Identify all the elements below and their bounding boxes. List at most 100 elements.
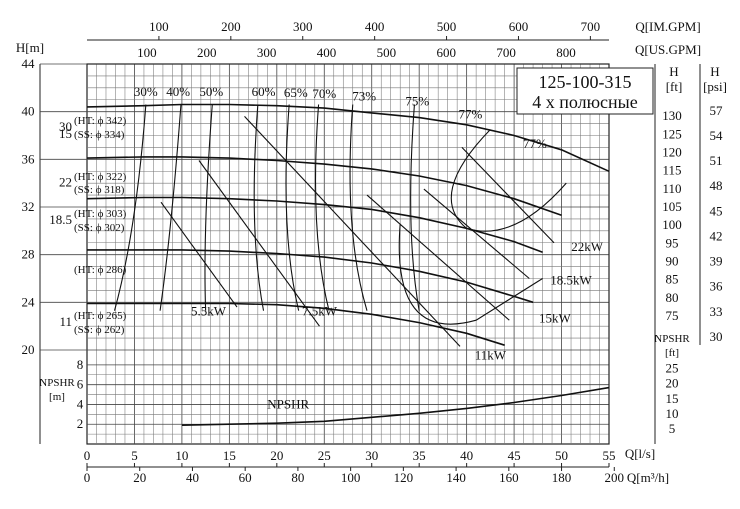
efficiency-loop-75 — [398, 223, 543, 325]
y-tick-ft: 120 — [662, 144, 682, 159]
y-axis-label-head: H[m] — [16, 40, 44, 55]
efficiency-label: 77% — [523, 136, 547, 151]
power-label: 22kW — [571, 239, 604, 254]
impeller-power-label: 22 — [59, 175, 72, 190]
efficiency-loop-77 — [450, 129, 567, 232]
efficiency-line — [113, 104, 147, 311]
x-tick-m3h: 20 — [133, 470, 146, 485]
chart-title: 125-100-315 — [539, 72, 632, 92]
y-tick-head: 32 — [22, 199, 35, 214]
x-tick-ls: 25 — [318, 448, 331, 463]
y-tick-npshr: 8 — [77, 357, 84, 372]
y-tick-ft: 110 — [662, 181, 681, 196]
x-tick-imgpm: 400 — [365, 19, 385, 34]
x-tick-usgpm: 100 — [137, 45, 157, 60]
x-tick-m3h: 0 — [84, 470, 91, 485]
x-tick-imgpm: 200 — [221, 19, 241, 34]
x-tick-imgpm: 100 — [149, 19, 169, 34]
power-line — [423, 188, 530, 279]
y-tick-ft: 130 — [662, 108, 682, 123]
x-axis-label-imgpm: Q[IM.GPM] — [635, 19, 700, 34]
y-tick-ft: 100 — [662, 217, 682, 232]
y-axis-unit-ft: [ft] — [666, 79, 683, 94]
efficiency-label: 40% — [166, 84, 190, 99]
head-curve-30 — [86, 103, 610, 173]
y-tick-head: 20 — [22, 342, 35, 357]
plot-frame — [86, 63, 610, 445]
x-tick-imgpm: 300 — [293, 19, 313, 34]
x-axis-label-usgpm: Q[US.GPM] — [635, 42, 701, 57]
y-tick-ft: 90 — [666, 253, 679, 268]
y-tick-psi: 36 — [710, 279, 724, 294]
x-tick-usgpm: 500 — [377, 45, 397, 60]
efficiency-label: 65% — [284, 85, 308, 100]
x-tick-ls: 55 — [603, 448, 616, 463]
y-tick-ft: 105 — [662, 199, 682, 214]
x-tick-ls: 30 — [365, 448, 378, 463]
labels-layer: H[m]20242832364044NPSHR[m]2468H[ft]H[psi… — [16, 19, 727, 485]
efficiency-line — [410, 104, 420, 311]
x-axis-label-m3h: Q[m³/h] — [627, 470, 669, 485]
y-tick-npshr: 6 — [77, 377, 84, 392]
x-tick-m3h: 100 — [341, 470, 361, 485]
npshr-label: NPSHR — [267, 396, 309, 411]
y-tick-npshr-ft: 5 — [669, 421, 676, 436]
y-tick-psi: 57 — [710, 103, 724, 118]
impeller-power-label: 11 — [59, 314, 72, 329]
efficiency-label: 77% — [459, 106, 483, 121]
impeller-ss-label: (SS: ϕ 262) — [74, 324, 125, 336]
y-tick-ft: 95 — [666, 235, 679, 250]
x-tick-m3h: 180 — [552, 470, 572, 485]
x-tick-m3h: 200 — [605, 470, 625, 485]
x-tick-usgpm: 300 — [257, 45, 277, 60]
chart-subtitle: 4 х полюсные — [532, 92, 638, 112]
x-tick-m3h: 120 — [394, 470, 414, 485]
x-tick-ls: 40 — [460, 448, 473, 463]
y-axis-unit-npshr: [m] — [49, 391, 65, 403]
x-tick-ls: 10 — [175, 448, 188, 463]
efficiency-line — [159, 104, 182, 311]
y-tick-ft: 80 — [666, 290, 679, 305]
y-tick-head: 24 — [22, 294, 36, 309]
x-tick-ls: 45 — [508, 448, 521, 463]
power-line — [198, 160, 320, 327]
x-tick-m3h: 60 — [239, 470, 252, 485]
y-tick-npshr: 4 — [77, 396, 84, 411]
head-curve-22 — [86, 156, 562, 217]
y-tick-ft: 125 — [662, 126, 682, 141]
impeller-ht-label: (HT: ϕ 322) — [74, 171, 127, 183]
impeller-power-label: 15 — [59, 126, 72, 141]
x-tick-usgpm: 400 — [317, 45, 337, 60]
x-tick-ls: 35 — [413, 448, 426, 463]
x-tick-m3h: 80 — [291, 470, 304, 485]
y-tick-psi: 42 — [710, 228, 723, 243]
x-tick-usgpm: 700 — [496, 45, 516, 60]
efficiency-line — [253, 104, 265, 311]
power-line — [160, 201, 238, 308]
y-axis-label-psi: H — [710, 64, 719, 79]
x-tick-ls: 50 — [555, 448, 568, 463]
y-axis-unit-npshr-ft: [ft] — [665, 347, 679, 359]
power-label: 5.5kW — [191, 303, 227, 318]
impeller-ht-label: (HT: ϕ 303) — [74, 208, 127, 220]
efficiency-label: 30% — [134, 84, 158, 99]
impeller-power-label: 30 — [59, 119, 72, 134]
x-tick-usgpm: 200 — [197, 45, 217, 60]
x-tick-ls: 0 — [84, 448, 91, 463]
y-tick-head: 44 — [22, 56, 36, 71]
impeller-ht-label: (HT: ϕ 265) — [74, 310, 127, 322]
x-tick-ls: 15 — [223, 448, 236, 463]
y-tick-ft: 115 — [662, 163, 681, 178]
y-tick-head: 28 — [22, 247, 35, 262]
power-label: 15kW — [539, 311, 572, 326]
impeller-ht-label: (HT: ϕ 286) — [74, 264, 127, 276]
y-tick-ft: 85 — [666, 272, 679, 287]
efficiency-label: 60% — [252, 84, 276, 99]
y-tick-ft: 75 — [666, 308, 679, 323]
impeller-power-label: 18.5 — [49, 212, 72, 227]
efficiency-line — [349, 104, 368, 311]
y-tick-npshr: 2 — [77, 416, 84, 431]
head-curve-15 — [87, 249, 534, 304]
efficiency-line — [204, 104, 213, 311]
